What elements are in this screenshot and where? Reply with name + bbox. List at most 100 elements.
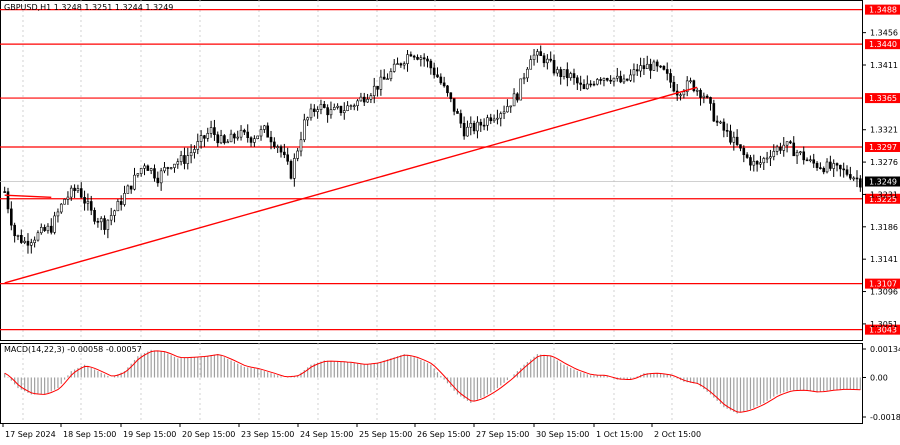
trendline-layer (4, 86, 698, 284)
candle-body (53, 215, 56, 233)
candle-body (223, 135, 226, 144)
x-tick-label: 24 Sep 15:00 (300, 430, 353, 439)
candle-body (462, 122, 466, 137)
candle-body (103, 218, 106, 230)
candle-body (469, 122, 473, 128)
candle-body (123, 193, 126, 205)
candle-body (739, 144, 742, 149)
candle-body (496, 117, 499, 120)
y-tick-label: 1.3276 (870, 158, 898, 167)
candle-body (722, 121, 726, 131)
candle-body (529, 59, 533, 70)
candle-body (576, 77, 579, 84)
candle-body (392, 63, 396, 72)
candle-body (313, 108, 316, 112)
candle-body (662, 65, 666, 70)
candle-body (482, 124, 486, 127)
candle-body (379, 76, 383, 90)
candle-body (396, 63, 399, 65)
candle-body (815, 162, 819, 168)
candle-body (49, 225, 53, 233)
candle-body (349, 105, 353, 108)
candle-body (339, 105, 343, 114)
candle-body (685, 80, 689, 92)
level-label: 1.3225 (869, 195, 897, 204)
candle-body (659, 65, 662, 68)
candle-body (159, 170, 163, 184)
y-tick-label: 1.3141 (870, 255, 898, 264)
candle-body (432, 67, 436, 76)
candle-body (715, 120, 719, 123)
level-label: 1.3365 (869, 94, 897, 103)
candle-body (589, 83, 592, 86)
candle-body (559, 69, 562, 77)
candle-body (286, 154, 289, 162)
candle-body (762, 158, 766, 164)
candle-body (289, 160, 293, 179)
candle-body (592, 83, 596, 86)
x-tick-label: 20 Sep 15:00 (182, 430, 235, 439)
candle-body (645, 63, 649, 70)
candle-body (406, 54, 409, 64)
candle-body (129, 185, 133, 190)
candle-body (852, 177, 855, 180)
candle-body (702, 95, 706, 98)
candle-body (256, 135, 260, 140)
candle-body (486, 117, 489, 126)
candle-body (249, 137, 253, 143)
candle-body (772, 151, 776, 157)
level-label-box (865, 93, 900, 104)
candle-body (655, 61, 659, 67)
candle-body (582, 84, 586, 90)
level-label-box (865, 39, 900, 50)
candle-body (519, 78, 523, 101)
candle-body (322, 103, 326, 108)
candle-body (266, 125, 269, 138)
candle-body (429, 60, 433, 69)
candle-body (695, 89, 699, 92)
candle-body (539, 51, 543, 57)
candle-body (812, 159, 816, 164)
candle-body (36, 232, 40, 241)
candle-body (622, 78, 626, 83)
candle-body (825, 161, 829, 173)
candle-body (459, 113, 463, 124)
candle-body (416, 56, 419, 60)
candle-body (46, 225, 50, 231)
candle-body (113, 210, 116, 216)
candle-body (609, 79, 612, 82)
level-label: 1.3297 (869, 143, 897, 152)
candle-body (229, 133, 233, 143)
candle-body (329, 109, 333, 116)
candle-body (133, 174, 136, 190)
candle-body (389, 71, 393, 79)
candle-body (566, 69, 569, 79)
candle-body (456, 111, 459, 114)
candle-body (76, 188, 80, 192)
candle-body (442, 82, 446, 87)
candle-body (536, 51, 539, 56)
candle-body (20, 235, 23, 243)
candle-body (682, 91, 686, 96)
candle-body (382, 76, 386, 80)
candle-body (409, 54, 413, 57)
candle-body (306, 117, 309, 121)
main-pane-frame (0, 0, 863, 341)
candle-body (293, 158, 296, 179)
candle-body (426, 58, 429, 62)
candle-body (562, 69, 566, 77)
candle-body (346, 105, 349, 111)
candle-body (139, 168, 143, 174)
y-tick-label: 1.3321 (870, 126, 898, 135)
level-label-box (865, 278, 900, 289)
candle-body (369, 95, 373, 100)
candle-body (179, 155, 183, 163)
candle-body (832, 163, 835, 169)
level-label-box (865, 193, 900, 204)
candle-body (359, 96, 363, 102)
candle-body (859, 178, 862, 188)
candle-body (296, 150, 299, 159)
candle-body (63, 199, 66, 205)
